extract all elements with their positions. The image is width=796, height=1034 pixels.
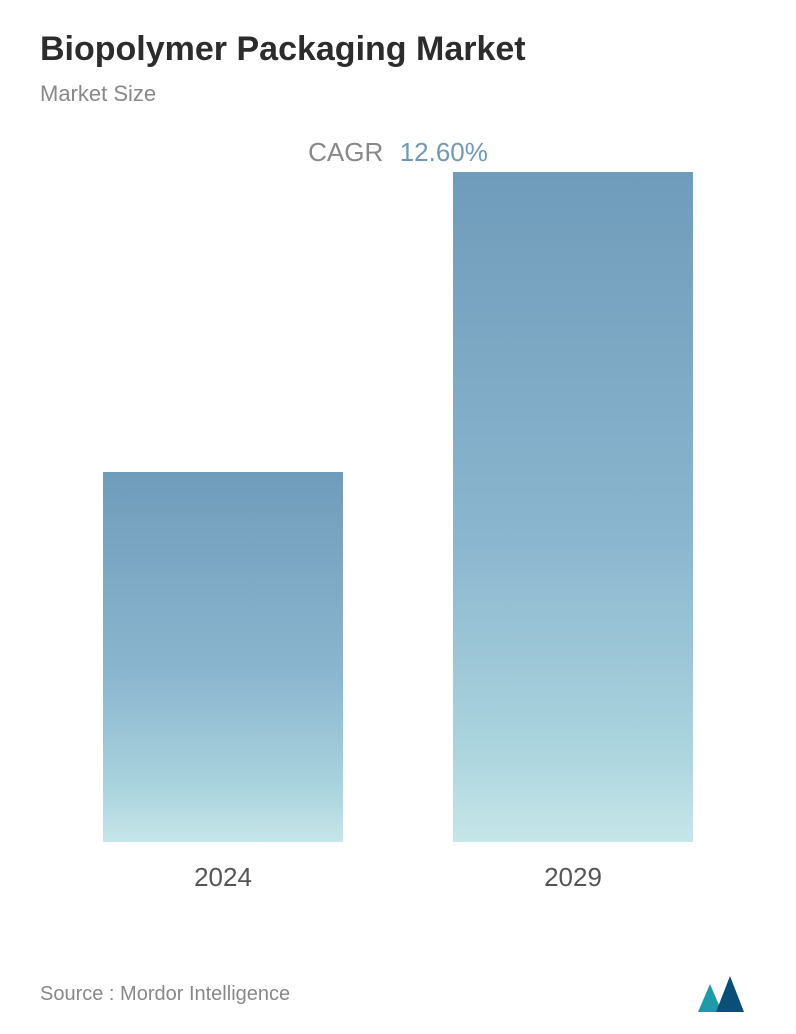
bar-wrapper-1: 2029 bbox=[453, 172, 693, 893]
cagr-label: CAGR bbox=[308, 137, 383, 168]
chart-title: Biopolymer Packaging Market bbox=[40, 30, 756, 69]
bar-label-1: 2029 bbox=[544, 862, 602, 893]
chart-container: Biopolymer Packaging Market Market Size … bbox=[0, 0, 796, 1034]
bar-wrapper-0: 2024 bbox=[103, 472, 343, 893]
cagr-row: CAGR 12.60% bbox=[40, 137, 756, 168]
bar-0 bbox=[103, 472, 343, 842]
cagr-value: 12.60% bbox=[400, 137, 488, 168]
chart-subtitle: Market Size bbox=[40, 81, 756, 107]
footer: Source : Mordor Intelligence bbox=[40, 974, 756, 1014]
bar-1 bbox=[453, 172, 693, 842]
source-text: Source : Mordor Intelligence bbox=[40, 983, 290, 1006]
logo-icon bbox=[696, 974, 756, 1014]
chart-area: 2024 2029 bbox=[40, 223, 756, 893]
bar-label-0: 2024 bbox=[194, 862, 252, 893]
